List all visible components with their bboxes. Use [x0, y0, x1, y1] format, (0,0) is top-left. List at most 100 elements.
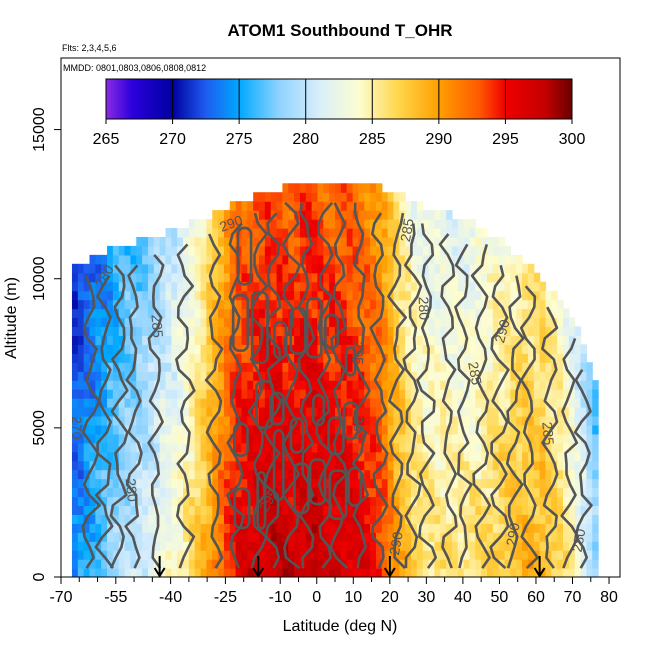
heatmap-cell — [305, 415, 313, 426]
heatmap-cell — [463, 254, 471, 265]
heatmap-cell — [107, 469, 114, 480]
heatmap-cell — [446, 487, 453, 498]
heatmap-cell — [516, 433, 523, 444]
heatmap-cell — [399, 245, 406, 256]
heatmap-cell — [586, 487, 593, 498]
heatmap-cell — [218, 424, 225, 435]
heatmap-cell — [346, 254, 354, 265]
heatmap-cell — [276, 442, 284, 453]
heatmap-cell — [522, 442, 529, 453]
heatmap-cell — [241, 487, 248, 498]
heatmap-cell — [171, 460, 178, 471]
contour-line — [402, 223, 423, 569]
heatmap-cell — [416, 290, 424, 301]
heatmap-cell — [218, 219, 225, 229]
heatmap-cell — [329, 496, 336, 507]
heatmap-cell — [89, 335, 96, 345]
heatmap-cell — [492, 272, 500, 283]
heatmap-cell — [218, 335, 225, 345]
heatmap-cell — [446, 469, 453, 480]
heatmap-cell — [95, 550, 102, 560]
heatmap-cell — [253, 371, 260, 381]
heatmap-cell — [124, 308, 132, 319]
heatmap-cell — [504, 424, 511, 435]
heatmap-cell — [592, 487, 599, 498]
heatmap-cell — [574, 335, 582, 345]
heatmap-cell — [177, 398, 184, 408]
heatmap-cell — [241, 353, 248, 363]
heatmap-cell — [574, 398, 582, 408]
heatmap-cell — [440, 380, 447, 390]
heatmap-cell — [329, 505, 336, 515]
heatmap-cell — [399, 532, 406, 542]
heatmap-cell — [381, 523, 389, 533]
heatmap-cell — [539, 406, 547, 417]
heatmap-cell — [235, 532, 243, 542]
heatmap-cell — [504, 335, 511, 345]
heatmap-cell — [107, 398, 114, 408]
heatmap-cell — [305, 550, 313, 560]
heatmap-cell — [586, 505, 593, 515]
heatmap-cell — [405, 299, 412, 310]
heatmap-cell — [393, 344, 400, 354]
heatmap-cell — [194, 478, 202, 489]
heatmap-cell — [200, 541, 208, 551]
heatmap-cell — [358, 245, 365, 256]
heatmap-cell — [387, 236, 395, 247]
heatmap-cell — [194, 433, 202, 444]
heatmap-cell — [223, 415, 231, 426]
heatmap-cell — [340, 398, 348, 408]
contour-line — [416, 223, 437, 569]
heatmap-cell — [165, 362, 172, 372]
heatmap-cell — [451, 335, 459, 345]
heatmap-cell — [405, 523, 412, 533]
heatmap-cell — [580, 344, 587, 354]
heatmap-cell — [229, 263, 237, 274]
heatmap-cell — [259, 210, 266, 220]
heatmap-cell — [276, 380, 284, 390]
heatmap-cell — [83, 568, 91, 577]
heatmap-cell — [469, 317, 476, 328]
heatmap-cell — [446, 299, 453, 310]
heatmap-cell — [124, 550, 132, 560]
heatmap-cell — [177, 317, 184, 328]
contour-loop — [289, 306, 307, 355]
heatmap-cell — [381, 550, 389, 560]
contour-line — [351, 202, 371, 569]
contour-line — [109, 264, 129, 569]
heatmap-cell — [171, 398, 178, 408]
heatmap-cell — [288, 496, 295, 507]
heatmap-cell — [411, 299, 418, 310]
heatmap-cell — [229, 272, 237, 283]
heatmap-cell — [457, 541, 465, 551]
heatmap-cell — [159, 541, 167, 551]
heatmap-cell — [89, 478, 96, 489]
heatmap-cell — [206, 362, 213, 372]
heatmap-cell — [305, 505, 313, 515]
heatmap-cell — [317, 433, 324, 444]
heatmap-cell — [259, 344, 266, 354]
heatmap-cell — [83, 326, 91, 336]
heatmap-cell — [200, 236, 208, 247]
heatmap-cell — [159, 478, 167, 489]
heatmap-cell — [147, 245, 155, 256]
heatmap-cell — [77, 478, 85, 489]
heatmap-cell — [183, 559, 190, 569]
heatmap-cell — [276, 201, 284, 211]
heatmap-cell — [335, 389, 342, 399]
heatmap-cell — [153, 335, 161, 345]
heatmap-cell — [557, 398, 564, 408]
heatmap-cell — [364, 335, 371, 345]
heatmap-cell — [586, 532, 593, 542]
heatmap-cell — [329, 326, 336, 336]
heatmap-cell — [147, 371, 155, 381]
heatmap-cell — [440, 451, 447, 462]
heatmap-cell — [229, 380, 237, 390]
heatmap-cell — [270, 236, 278, 247]
heatmap-cell — [516, 389, 523, 399]
heatmap-cell — [469, 442, 476, 453]
heatmap-cell — [305, 210, 313, 220]
heatmap-cell — [422, 514, 430, 524]
heatmap-cell — [89, 559, 96, 569]
heatmap-cell — [136, 272, 143, 283]
